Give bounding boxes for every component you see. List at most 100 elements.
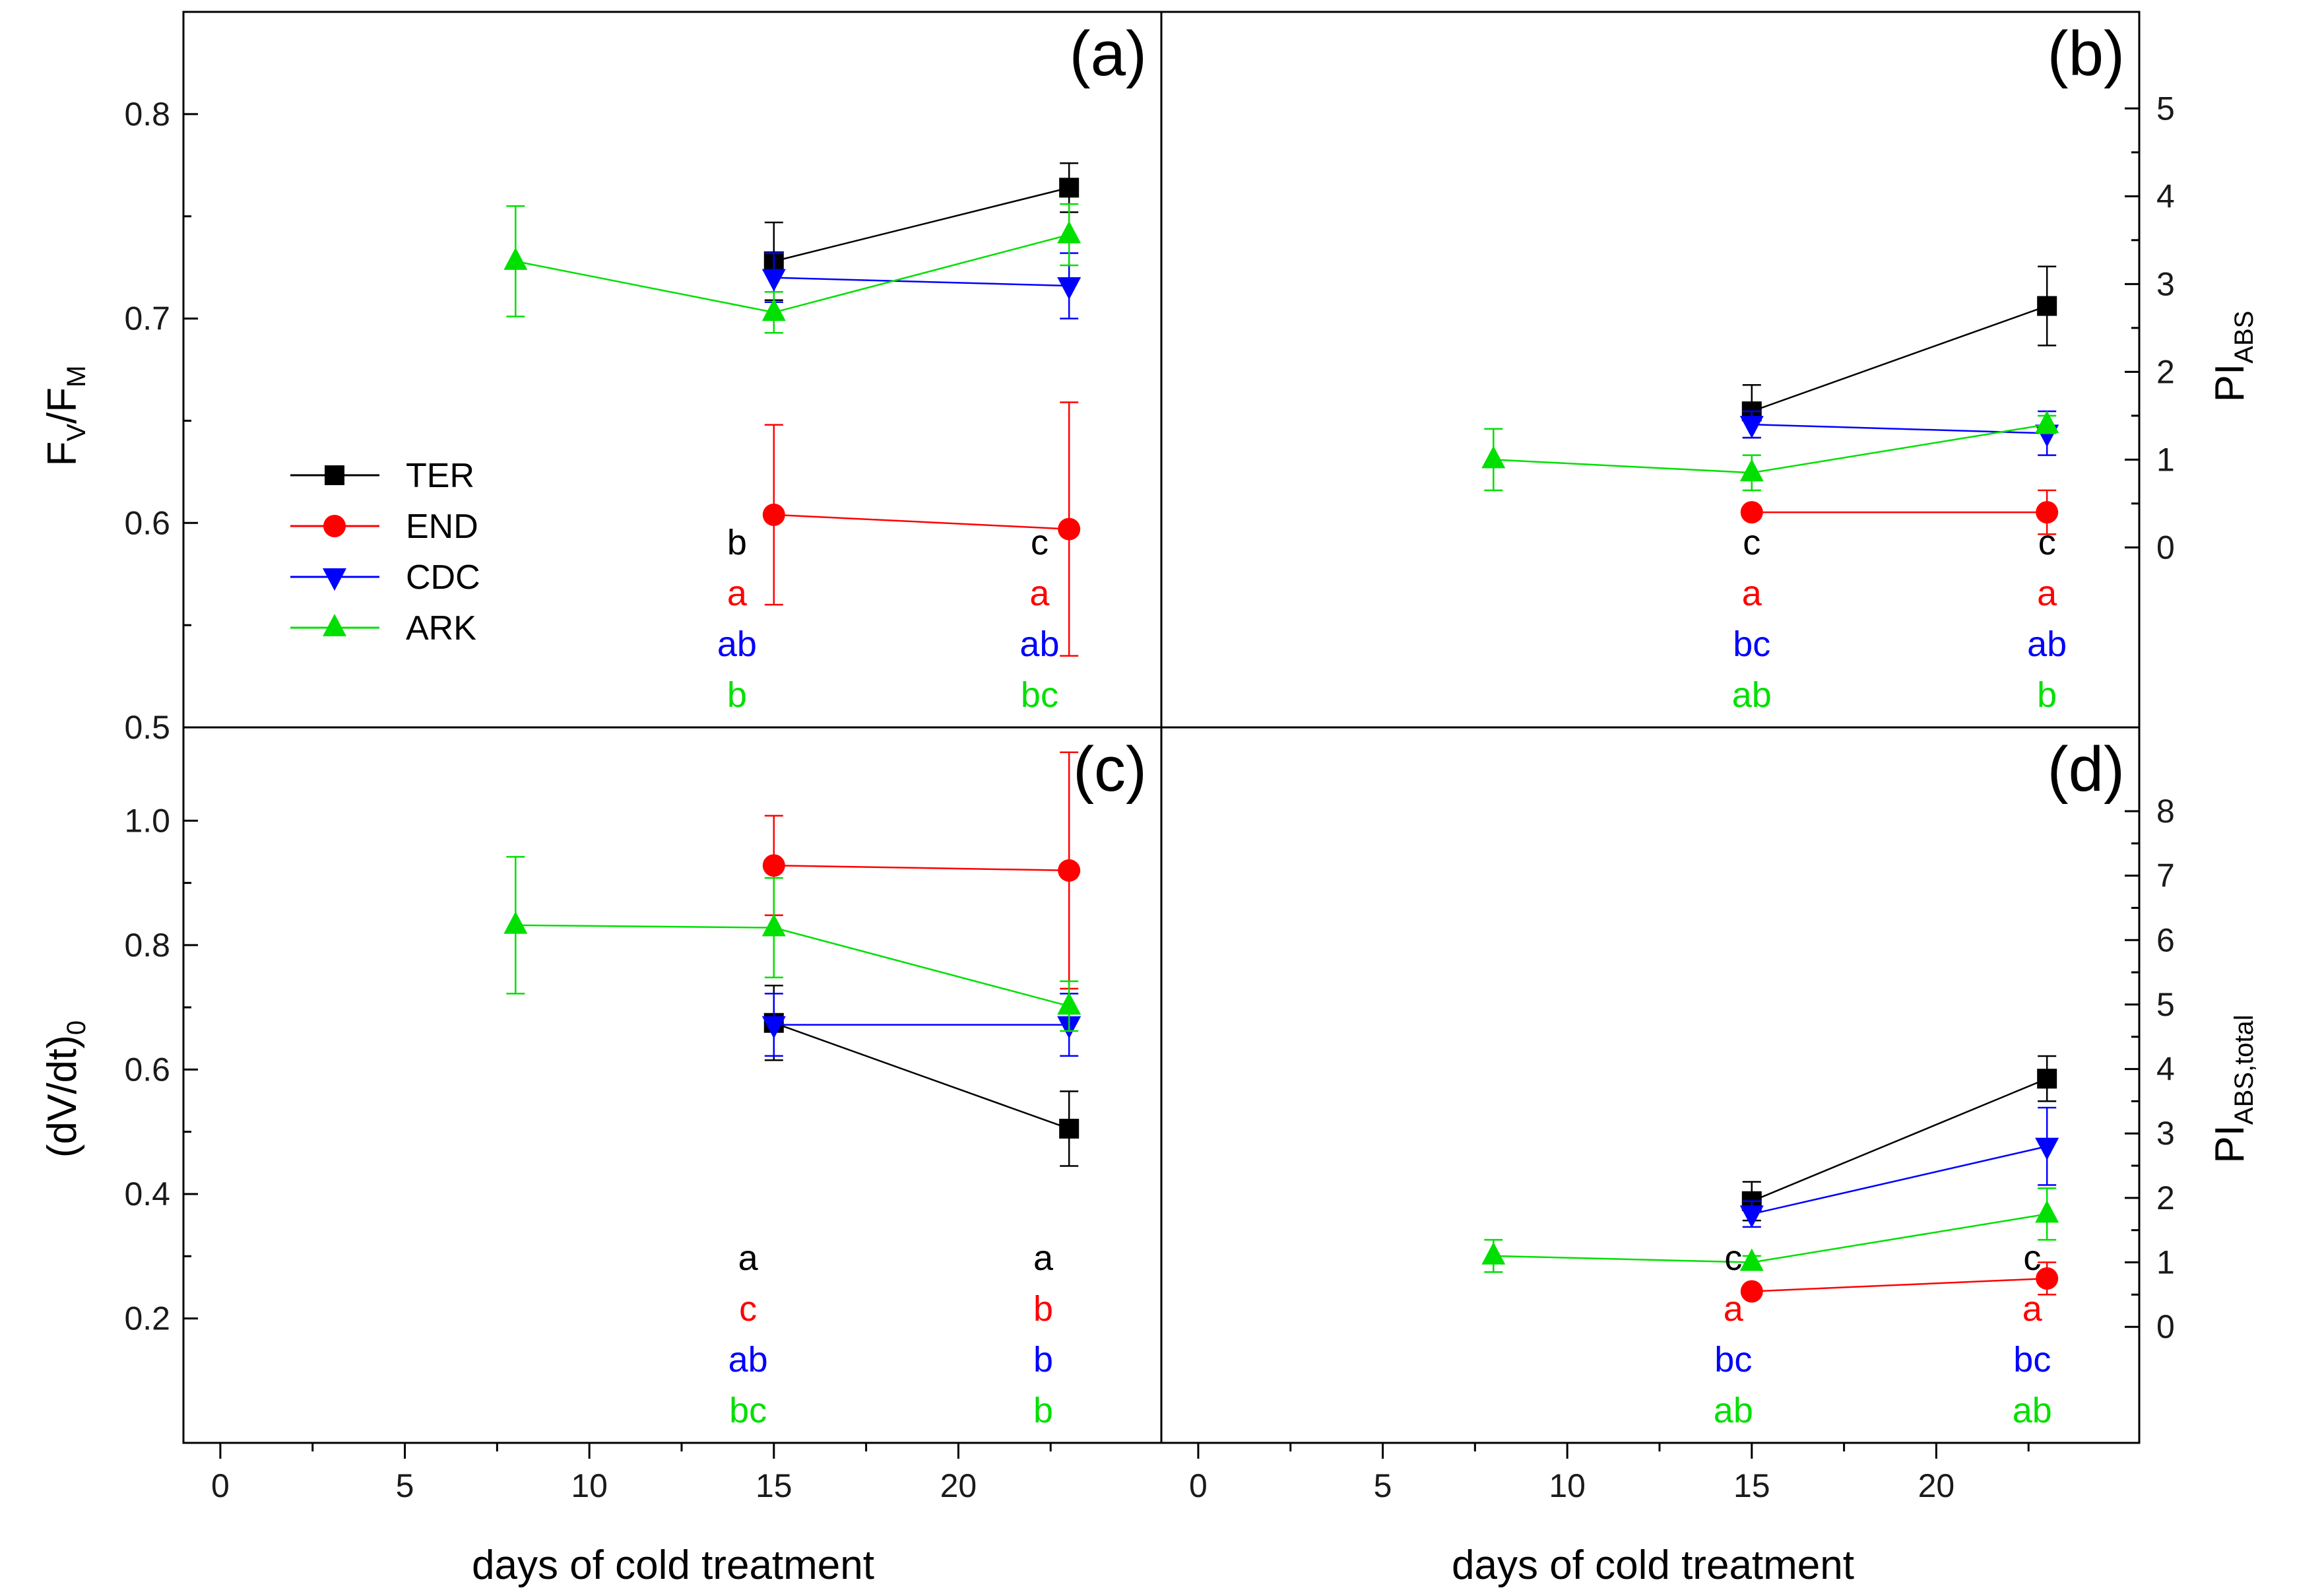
panel-b-y-tick-label-3: 3 [2156, 265, 2175, 302]
panel-legend-ark-point-3 [323, 614, 346, 636]
panel-d-significance-letter-0-3: ab [1714, 1391, 1753, 1430]
legend-ter-label: TER [406, 457, 474, 495]
panel-a-significance-letter-1-3: bc [1021, 675, 1058, 715]
panel-b-y-tick-label-4: 4 [2156, 178, 2175, 215]
panel-c-label: (c) [1073, 734, 1147, 805]
panel-c-ter-line [773, 1022, 1070, 1130]
y-axis-title-c: (dV/dt)0 [40, 1020, 91, 1158]
panel-c-x-tick-label-3: 15 [756, 1467, 792, 1504]
panel-d-significance-letter-0-2: bc [1714, 1340, 1752, 1380]
panel-c-x-tick-label-4: 20 [940, 1467, 977, 1504]
legend-cdc-label: CDC [406, 558, 480, 597]
panel-d-y-tick-label-6: 6 [2156, 921, 2175, 958]
panel-d-significance-letter-1-1: a [2022, 1289, 2043, 1329]
panel-d-y-tick-label-3: 3 [2156, 1115, 2175, 1152]
panel-d-significance-letter-1-0: c [2023, 1238, 2041, 1278]
panel-c-significance-letter-0-3: bc [729, 1391, 767, 1430]
panel-c-end-point-0 [762, 854, 785, 877]
panel-d-y-tick-label-0: 0 [2156, 1308, 2175, 1345]
panel-d-x-tick-label-0: 0 [1189, 1467, 1208, 1504]
y-axis-title-b: PIABS [2207, 311, 2259, 403]
panel-b-significance-letter-1-3: b [2037, 675, 2057, 715]
panel-b-y-tick-label-2: 2 [2156, 353, 2175, 390]
panel-d-label: (d) [2048, 734, 2125, 805]
panel-a-y-tick-label-2: 0.7 [124, 300, 170, 337]
panel-c-y-tick-label-3: 0.8 [124, 927, 170, 964]
panel-b-significance-letter-1-0: c [2038, 523, 2056, 562]
panel-c-end-line [773, 865, 1070, 872]
panel-d-ter-point-1 [2037, 1069, 2057, 1089]
panel-c-significance-letter-1-3: b [1033, 1391, 1053, 1430]
panel-a-significance-letter-0-0: b [727, 523, 747, 562]
y-axis-title-a: FV/FM [40, 366, 91, 467]
panel-a-label: (a) [1070, 18, 1147, 89]
panel-a-end-line [773, 514, 1070, 530]
panel-c-y-tick-label-0: 0.2 [124, 1300, 170, 1337]
panel-d-significance-letter-1-2: bc [2013, 1340, 2051, 1380]
panel-a-cdc-point-0 [761, 269, 786, 292]
panel-c-y-tick-label-4: 1.0 [124, 802, 170, 839]
panel-a-cdc-line [773, 277, 1070, 287]
panel-c-ter-point-1 [1059, 1118, 1080, 1139]
x-axis-title-right: days of cold treatment [1452, 1543, 1854, 1588]
panel-d-significance-letter-0-0: c [1724, 1238, 1742, 1278]
panel-d-y-tick-label-2: 2 [2156, 1180, 2175, 1216]
panel-c-y-tick-label-1: 0.4 [124, 1176, 170, 1213]
panel-c-ark-point-1 [761, 914, 786, 937]
panel-b-y-tick-label-0: 0 [2156, 529, 2175, 566]
panel-a-ark-point-2 [1057, 220, 1081, 244]
panel-c-end-point-1 [1058, 859, 1081, 882]
panel-d-y-tick-label-4: 4 [2156, 1051, 2175, 1088]
panel-legend-end-point-1 [323, 515, 346, 537]
panel-c-cdc-point-0 [761, 1016, 786, 1039]
panel-c-significance-letter-1-2: b [1033, 1340, 1053, 1380]
panel-d-y-tick-label-1: 1 [2156, 1244, 2175, 1281]
panel-d-cdc-point-1 [2035, 1137, 2059, 1160]
panel-c-x-tick-label-1: 5 [396, 1467, 414, 1504]
panel-d-frame [1160, 726, 2141, 1444]
panel-d-y-tick-label-8: 8 [2156, 793, 2175, 830]
panel-b-ark-point-0 [1481, 446, 1506, 469]
panel-d-y-tick-label-7: 7 [2156, 857, 2175, 894]
legend: TER END CDC ARK [290, 457, 480, 648]
panel-a-significance-letter-1-2: ab [1019, 624, 1059, 664]
panel-d-ter-line [1751, 1078, 2048, 1202]
panel-legend-ter-point-0 [325, 465, 344, 485]
panel-a-y-tick-label-1: 0.6 [124, 504, 170, 541]
panel-a-significance-letter-1-0: c [1031, 523, 1049, 562]
panel-a-ter-line [773, 187, 1070, 263]
panel-c-ark-point-0 [503, 911, 528, 934]
panel-b-significance-letter-1-2: ab [2027, 624, 2067, 664]
panel-legend-cdc-point-2 [323, 568, 346, 591]
panel-d-significance-letter-1-3: ab [2013, 1391, 2052, 1430]
panel-b-significance-letter-1-1: a [2037, 574, 2057, 613]
x-axis-title-left: days of cold treatment [472, 1543, 874, 1588]
panel-b-significance-letter-0-2: bc [1733, 624, 1770, 664]
panel-d-x-tick-label-1: 5 [1374, 1467, 1392, 1504]
panel-b-significance-letter-0-3: ab [1732, 675, 1772, 715]
panel-b-cdc-point-0 [1739, 416, 1764, 439]
panel-d-end-point-1 [2036, 1267, 2059, 1290]
panel-a-significance-letter-0-1: a [727, 574, 748, 613]
panel-c-significance-letter-1-0: a [1033, 1238, 1054, 1278]
panel-d-y-tick-label-5: 5 [2156, 986, 2175, 1023]
panel-c-x-tick-label-2: 10 [571, 1467, 608, 1504]
legend-ark-label: ARK [406, 609, 476, 648]
panel-a-significance-letter-0-3: b [727, 675, 747, 715]
panel-b-significance-letter-0-1: a [1742, 574, 1762, 613]
panel-a-ter-point-1 [1059, 178, 1080, 198]
panel-c-significance-letter-0-1: c [739, 1289, 757, 1329]
panel-d-x-tick-label-3: 15 [1733, 1467, 1770, 1504]
panel-a-significance-letter-1-1: a [1029, 574, 1050, 613]
panel-b-ark-point-1 [1739, 459, 1764, 482]
panel-d-end-point-0 [1740, 1280, 1763, 1303]
panel-d-cdc-point-0 [1739, 1205, 1764, 1228]
panel-b-ter-point-1 [2037, 296, 2057, 316]
panel-b-end-point-1 [2036, 501, 2059, 524]
panel-c-significance-letter-0-0: a [738, 1238, 759, 1278]
panel-a-end-point-1 [1058, 517, 1081, 541]
